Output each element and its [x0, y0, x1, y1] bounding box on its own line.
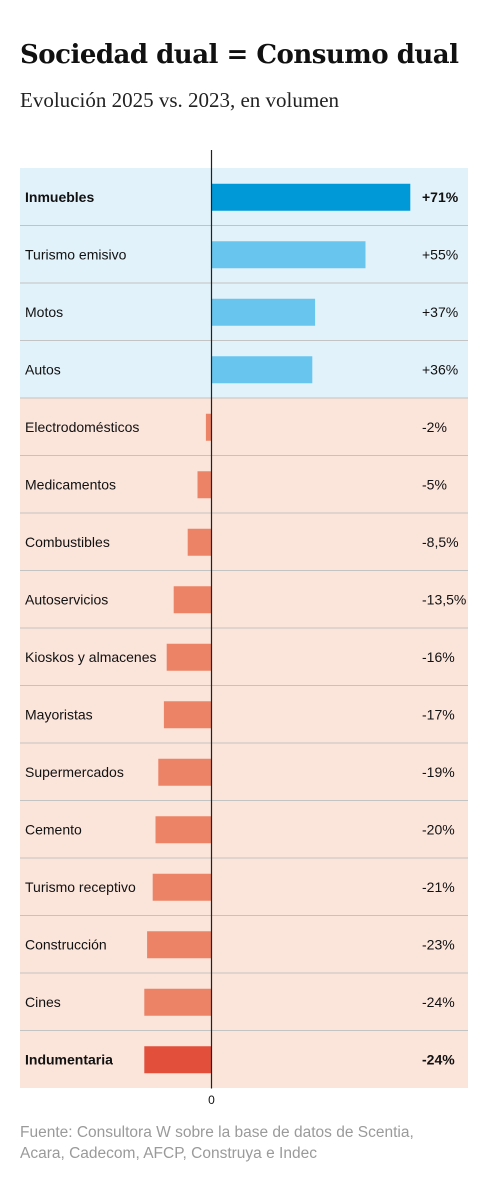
value-label-mayoristas: -17% — [422, 706, 455, 722]
row-background-combustibles — [20, 513, 468, 571]
row-background-cemento — [20, 800, 468, 858]
value-label-supermercados: -19% — [422, 764, 455, 780]
value-label-motos: +37% — [422, 304, 458, 320]
value-label-construccion: -23% — [422, 936, 455, 952]
row-background-electrodomesticos — [20, 398, 468, 456]
bar-chart: Inmuebles +71% Turismo emisivo +55% Motos +37… — [20, 150, 468, 1107]
row-background-turismo-receptivo — [20, 858, 468, 916]
row-background-autoservicios — [20, 570, 468, 628]
bar-autoservicios — [173, 586, 212, 614]
x-tick-label-zero: 0 — [208, 1093, 215, 1107]
row-background-mayoristas — [20, 685, 468, 743]
bar-inmuebles — [211, 183, 411, 211]
bar-indumentaria — [144, 1046, 212, 1074]
value-label-autos: +36% — [422, 361, 458, 377]
bar-turismo-emisivo — [211, 241, 366, 269]
category-label-supermercados: Supermercados — [25, 764, 124, 780]
row-background-cines — [20, 973, 468, 1031]
value-label-combustibles: -8,5% — [422, 534, 459, 550]
category-label-cines: Cines — [25, 994, 61, 1010]
row-background-supermercados — [20, 743, 468, 801]
bar-motos — [211, 298, 316, 326]
value-label-turismo-emisivo: +55% — [422, 246, 458, 262]
value-label-turismo-receptivo: -21% — [422, 879, 455, 895]
value-label-cines: -24% — [422, 994, 455, 1010]
value-label-electrodomesticos: -2% — [422, 419, 447, 435]
row-background-indumentaria — [20, 1030, 468, 1088]
bar-mayoristas — [163, 701, 212, 729]
bar-cemento — [155, 816, 212, 844]
bar-kioskos-y-almacenes — [166, 643, 212, 671]
value-label-autoservicios: -13,5% — [422, 591, 466, 607]
bar-supermercados — [158, 758, 212, 786]
bar-autos — [211, 356, 313, 384]
category-label-autoservicios: Autoservicios — [25, 591, 108, 607]
category-label-electrodomesticos: Electrodomésticos — [25, 419, 139, 435]
value-label-kioskos-y-almacenes: -16% — [422, 649, 455, 665]
category-label-construccion: Construcción — [25, 936, 107, 952]
row-background-kioskos-y-almacenes — [20, 628, 468, 686]
bar-turismo-receptivo — [152, 873, 212, 901]
category-label-combustibles: Combustibles — [25, 534, 110, 550]
value-label-indumentaria: -24% — [422, 1051, 455, 1067]
category-label-turismo-receptivo: Turismo receptivo — [25, 879, 136, 895]
chart-subtitle: Evolución 2025 vs. 2023, en volumen — [20, 88, 340, 112]
bar-medicamentos — [197, 471, 212, 499]
category-label-medicamentos: Medicamentos — [25, 476, 116, 492]
source-note: Fuente: Consultora W sobre la base de da… — [20, 1124, 414, 1162]
value-label-medicamentos: -5% — [422, 476, 447, 492]
bar-construccion — [147, 931, 212, 959]
category-label-inmuebles: Inmuebles — [25, 189, 94, 205]
category-label-kioskos-y-almacenes: Kioskos y almacenes — [25, 649, 157, 665]
category-label-indumentaria: Indumentaria — [25, 1051, 113, 1067]
bar-combustibles — [187, 528, 212, 556]
chart-title: Sociedad dual = Consumo dual — [20, 40, 459, 70]
value-label-cemento: -20% — [422, 821, 455, 837]
category-label-autos: Autos — [25, 361, 61, 377]
row-background-construccion — [20, 915, 468, 973]
bar-cines — [144, 988, 212, 1016]
value-label-inmuebles: +71% — [422, 189, 459, 205]
category-label-motos: Motos — [25, 304, 63, 320]
bar-electrodomesticos — [205, 413, 212, 441]
category-label-cemento: Cemento — [25, 821, 82, 837]
category-label-turismo-emisivo: Turismo emisivo — [25, 246, 127, 262]
category-label-mayoristas: Mayoristas — [25, 706, 93, 722]
row-background-medicamentos — [20, 455, 468, 513]
